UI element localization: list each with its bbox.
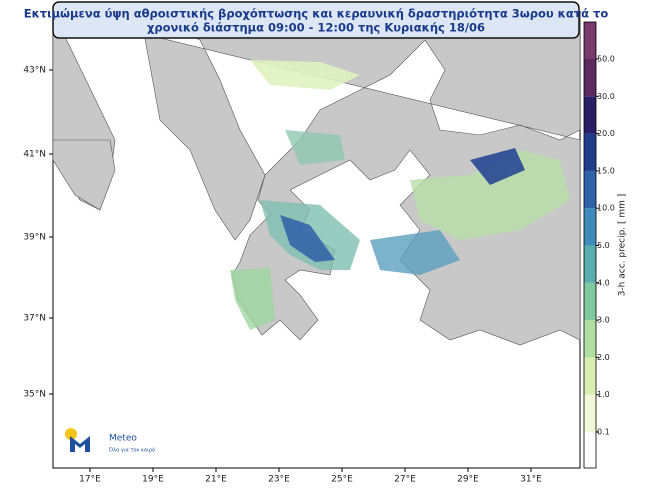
lat-label: 41°N (23, 150, 46, 160)
colorbar-tick-label: 30.0 (597, 92, 615, 101)
lat-label: 37°N (23, 314, 46, 324)
title: Εκτιμώμενα ύψη αθροιστικής βροχόπτωσης κ… (24, 7, 609, 21)
colorbar-tick-label: 5.0 (597, 241, 610, 250)
logo-sun (65, 428, 77, 440)
colorbar-segment (584, 59, 596, 97)
lon-label: 19°E (142, 475, 164, 485)
lon-label: 25°E (331, 475, 353, 485)
precip-area (250, 60, 360, 90)
colorbar-segment (584, 133, 596, 171)
precip-area (370, 230, 460, 275)
lat-label: 35°N (23, 390, 46, 400)
lon-label: 21°E (205, 475, 227, 485)
colorbar-segment (584, 208, 596, 246)
lon-label: 29°E (457, 475, 479, 485)
colorbar-tick-label: 10.0 (597, 204, 615, 213)
colorbar-tick-label: 15.0 (597, 166, 615, 175)
lon-label: 23°E (268, 475, 290, 485)
logo-name: Meteo (109, 434, 137, 444)
colorbar-label: 3-h acc. precip. [ mm ] (618, 194, 628, 297)
precip-area (410, 150, 570, 240)
logo: Meteo Όλα για τον καιρό (65, 428, 155, 454)
precip-core (470, 148, 525, 185)
map-area: Meteo Όλα για τον καιρό (52, 11, 581, 469)
logo-tagline: Όλα για τον καιρό (108, 447, 155, 454)
colorbar-segment (584, 22, 596, 59)
colorbar-segment (584, 170, 596, 209)
precip-area (230, 268, 275, 330)
colorbar-segment (584, 96, 596, 134)
title-box (52, 1, 580, 39)
lon-label: 17°E (79, 475, 101, 485)
colorbar: 0.1 1.0 2.0 3.0 4.0 5.0 10.0 15.0 20.0 30.0 50.0 (583, 21, 615, 469)
colorbar-segment (584, 282, 596, 321)
lon-label: 27°E (394, 475, 416, 485)
colorbar-tick-label: 0.1 (597, 428, 610, 437)
colorbar-segment (584, 320, 596, 358)
lat-axis: 43°N 41°N 39°N 37°N 35°N (23, 66, 53, 400)
lon-axis: 17°E 19°E 21°E 23°E 25°E 27°E 29°E 31°E (79, 468, 542, 485)
colorbar-tick-label: 50.0 (597, 55, 615, 64)
colorbar-tick-label: 4.0 (597, 278, 610, 287)
colorbar-segment (584, 394, 596, 432)
lat-label: 39°N (23, 233, 46, 243)
lat-label: 43°N (23, 66, 46, 76)
colorbar-tick-label: 20.0 (597, 129, 615, 138)
italy-land (52, 139, 116, 211)
logo-mark (70, 436, 90, 452)
precip-core (280, 215, 335, 262)
colorbar-segment (584, 245, 596, 283)
colorbar-segment (584, 432, 596, 468)
colorbar-tick-label: 1.0 (597, 390, 610, 399)
colorbar-tick-label: 2.0 (597, 353, 610, 362)
colorbar-segment (584, 357, 596, 395)
title: χρονικό διάστημα 09:00 - 12:00 της Κυρια… (147, 21, 485, 35)
lon-label: 31°E (520, 475, 542, 485)
precip-area (285, 130, 345, 165)
colorbar-tick-label: 3.0 (597, 316, 610, 325)
